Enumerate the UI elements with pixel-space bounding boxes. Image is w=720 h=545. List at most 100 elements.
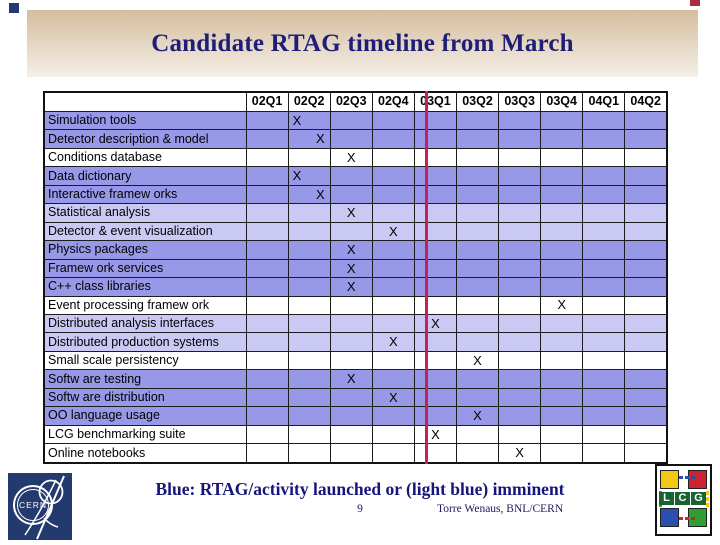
timeline-cell [540,406,584,426]
timeline-cell [455,203,500,223]
row-label: Detector & event visualization [43,221,247,242]
timeline-mark-cell: X [498,443,542,464]
row-label: Online notebooks [43,443,247,464]
timeline-cell [371,129,415,149]
timeline-cell [582,369,626,389]
lcg-yellow-square [660,470,679,489]
table-row: Distributed production systems X [43,332,668,352]
row-label: Interactive framew orks [43,184,247,205]
timeline-cell [624,166,668,186]
timeline-cell [245,258,289,279]
header-row: 02Q1 02Q2 02Q3 02Q4 03Q1 03Q2 03Q3 03Q4 04Q1 04Q2 [43,91,668,112]
timeline-cell [540,258,584,279]
lcg-blue-square [660,508,679,527]
timeline-cell [582,406,626,426]
timeline-cell [371,240,415,260]
timeline-cell [245,443,289,464]
timeline-cell [413,203,457,223]
timeline-cell [329,129,373,149]
row-label: Softw are distribution [43,387,247,408]
corner-decoration-red [690,0,700,6]
timeline-cell [498,203,542,223]
timeline-cell [498,129,542,149]
timeline-mark-cell: X [329,277,373,297]
timeline-cell [329,295,373,315]
table-row: Physics packages X [43,240,668,260]
timeline-mark-cell: X [287,129,331,149]
timeline-cell [413,387,457,408]
timeline-cell [582,258,626,279]
timeline-cell [329,184,373,205]
timeline-cell [413,129,457,149]
timeline-cell [540,277,584,297]
timeline-cell [455,110,500,131]
timeline-cell [498,295,542,315]
timeline-cell [540,350,584,371]
timeline-cell [624,184,668,205]
timeline-cell [582,110,626,131]
timeline-cell [624,350,668,371]
timeline-cell [624,129,668,149]
table-row: Small scale persistency X [43,350,668,371]
timeline-cell [582,166,626,186]
timeline-cell [413,110,457,131]
timeline-cell [245,129,289,149]
timeline-cell [455,277,500,297]
timeline-cell [287,221,331,242]
timeline-cell [287,387,331,408]
timeline-cell [245,424,289,445]
column-header: 02Q3 [329,91,373,112]
table-row: Detector description & model X [43,129,668,149]
timeline-cell [371,406,415,426]
timeline-mark-cell: X [371,387,415,408]
timeline-cell [455,295,500,315]
author-attribution: Torre Wenaus, BNL/CERN [437,503,564,515]
timeline-cell [413,350,457,371]
timeline-cell [371,110,415,131]
row-label: Distributed analysis interfaces [43,313,247,334]
row-label: C++ class libraries [43,277,247,297]
timeline-cell [413,184,457,205]
timeline-cell [245,387,289,408]
timeline-mark-cell: X [329,203,373,223]
timeline-cell [245,350,289,371]
timeline-cell [455,221,500,242]
table-row: Simulation tools X [43,110,668,131]
current-quarter-marker-line [425,91,428,464]
timeline-cell [540,313,584,334]
timeline-cell [455,332,500,352]
table-row: Statistical analysis X [43,203,668,223]
timeline-cell [624,424,668,445]
timeline-cell [624,443,668,464]
timeline-cell [413,443,457,464]
timeline-cell [287,295,331,315]
timeline-cell [498,369,542,389]
timeline-cell [413,369,457,389]
timeline-cell [540,221,584,242]
timeline-mark-cell: X [371,221,415,242]
timeline-cell [624,258,668,279]
timeline-cell [540,240,584,260]
column-header: 04Q2 [624,91,668,112]
timeline-cell [582,387,626,408]
timeline-cell [582,332,626,352]
row-label: Statistical analysis [43,203,247,223]
timeline-cell [498,110,542,131]
timeline-cell [455,147,500,168]
timeline-mark-cell: X [329,147,373,168]
timeline-cell [455,369,500,389]
lcg-letter: G [691,492,706,505]
timeline-cell [582,203,626,223]
timeline-cell [245,203,289,223]
timeline-cell [245,406,289,426]
timeline-cell [371,443,415,464]
timeline-cell [245,313,289,334]
timeline-cell [287,406,331,426]
row-label: Data dictionary [43,166,247,186]
timeline-cell [540,443,584,464]
timeline-cell [287,332,331,352]
timeline-mark-cell: X [413,424,457,445]
lcg-dashes-top [679,476,695,479]
timeline-cell [498,184,542,205]
